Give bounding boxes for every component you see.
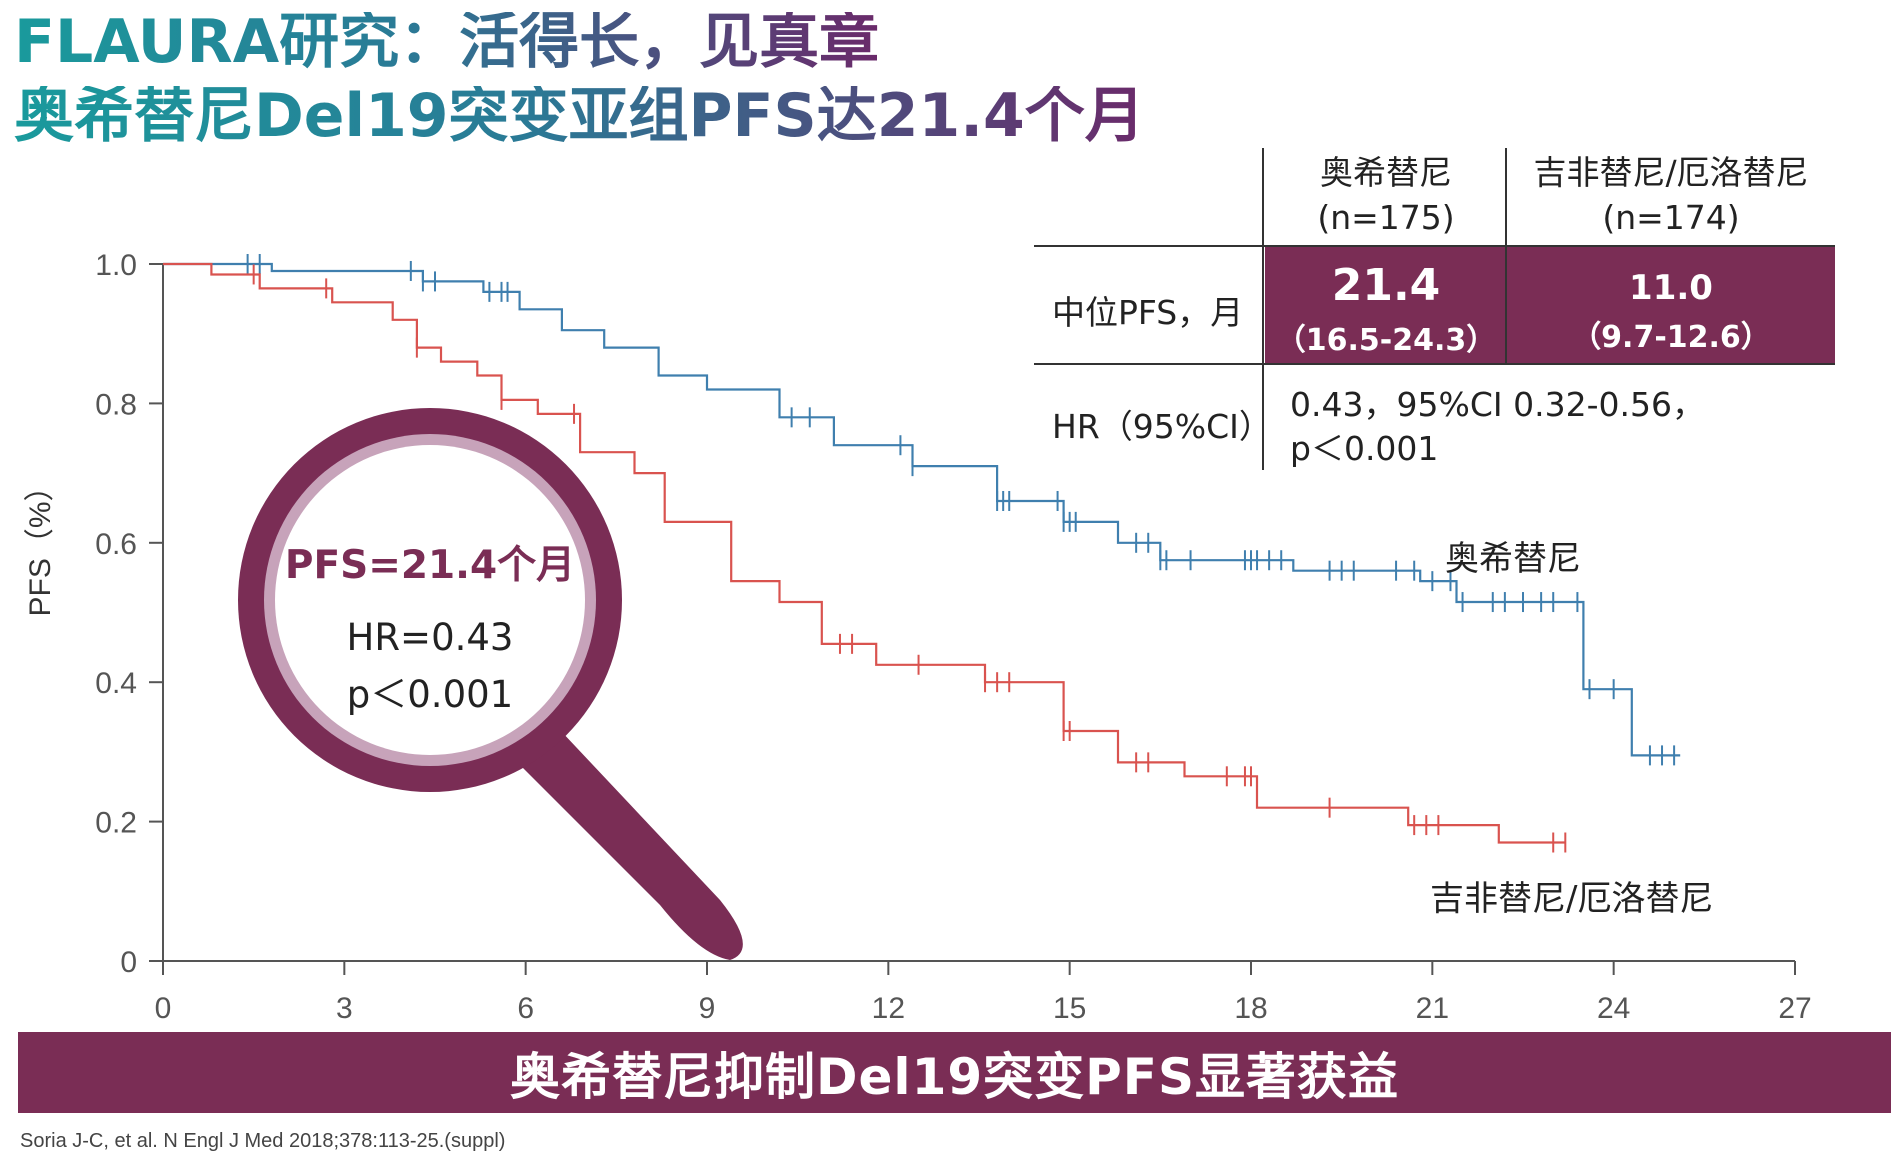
row-label-hr: HR（95%CI） (1052, 407, 1272, 446)
table-header-osimertinib: 奥希替尼 (1320, 153, 1452, 192)
x-tick-label-6: 6 (517, 992, 534, 1025)
table-header-comparator: 吉非替尼/厄洛替尼 (1533, 153, 1809, 192)
median-pfs-comparator-value: 11.0 (1629, 268, 1713, 308)
median-pfs-comparator-cell (1507, 246, 1835, 364)
y-tick-label-0: 0 (120, 946, 137, 979)
page-title-line2: 奥希替尼Del19突变亚组PFS达21.4个月 (14, 81, 1145, 151)
table-header-comparator-n: (n=174) (1602, 198, 1740, 237)
x-tick-label-0: 0 (155, 992, 172, 1025)
y-tick-label-1: 0.2 (95, 807, 137, 840)
row-label-median-pfs: 中位PFS，月 (1052, 293, 1244, 332)
y-axis-label: PFS（%） (24, 471, 57, 616)
median-pfs-comparator-ci: （9.7-12.6） (1571, 320, 1771, 355)
x-tick-label-15: 15 (1053, 992, 1086, 1025)
median-pfs-osimertinib-ci: （16.5-24.3） (1275, 323, 1497, 358)
citation: Soria J-C, et al. N Engl J Med 2018;378:… (20, 1130, 506, 1152)
x-tick-label-3: 3 (336, 992, 353, 1025)
median-pfs-osimertinib-value: 21.4 (1331, 260, 1441, 311)
x-tick-label-18: 18 (1234, 992, 1267, 1025)
series-label-comparator: 吉非替尼/厄洛替尼 (1430, 879, 1713, 919)
hr-value-line2: p＜0.001 (1290, 429, 1439, 468)
x-tick-label-24: 24 (1597, 992, 1630, 1025)
x-tick-label-12: 12 (872, 992, 905, 1025)
x-tick-label-27: 27 (1778, 992, 1811, 1025)
x-tick-label-9: 9 (699, 992, 716, 1025)
y-tick-label-3: 0.6 (95, 528, 137, 561)
magnifier-p: p＜0.001 (346, 673, 514, 716)
y-tick-label-5: 1.0 (95, 249, 137, 282)
magnifier-hr: HR=0.43 (346, 616, 514, 659)
series-label-osimertinib: 奥希替尼 (1445, 539, 1581, 579)
y-tick-label-2: 0.4 (95, 667, 137, 700)
page-title-line1: FLAURA研究：活得长，见真章 (14, 7, 880, 77)
x-tick-label-21: 21 (1416, 992, 1449, 1025)
series-line-1 (163, 262, 1566, 844)
magnifier-pfs-headline: PFS=21.4个月 (284, 543, 576, 588)
table-header-osimertinib-n: (n=175) (1317, 198, 1455, 237)
series-line-0 (163, 262, 1681, 757)
hr-value-line1: 0.43，95%CI 0.32-0.56， (1290, 385, 1705, 424)
conclusion-banner: 奥希替尼抑制Del19突变PFS显著获益 (18, 1032, 1891, 1113)
y-tick-label-4: 0.8 (95, 388, 137, 421)
median-pfs-osimertinib-cell (1265, 246, 1507, 364)
